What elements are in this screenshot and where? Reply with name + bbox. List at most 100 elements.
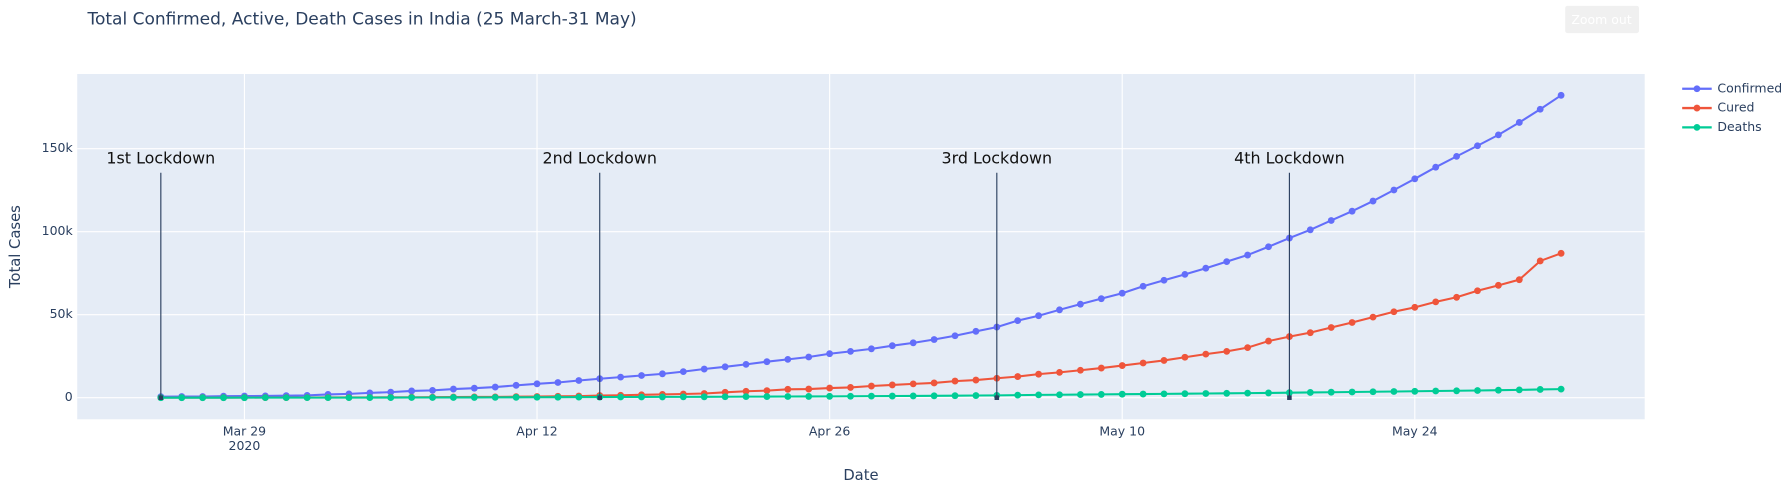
marker xyxy=(1306,389,1314,396)
marker xyxy=(847,347,854,355)
marker xyxy=(1536,386,1544,393)
marker xyxy=(784,393,792,400)
marker xyxy=(1369,388,1377,396)
marker xyxy=(847,384,854,391)
marker xyxy=(784,385,792,393)
marker xyxy=(951,377,959,385)
marker xyxy=(1474,142,1481,150)
marker xyxy=(1244,344,1252,352)
marker xyxy=(1035,312,1043,320)
marker xyxy=(450,385,457,393)
marker xyxy=(638,393,645,401)
marker xyxy=(1348,319,1356,326)
marker xyxy=(1097,391,1105,398)
legend-label: Confirmed xyxy=(1717,80,1781,95)
marker xyxy=(1306,226,1314,234)
zoom-button-label[interactable]: Zoom out xyxy=(1571,12,1632,27)
marker xyxy=(1432,298,1440,306)
marker xyxy=(1056,306,1063,314)
annotation-arrowhead xyxy=(158,395,164,400)
marker xyxy=(679,368,687,376)
marker xyxy=(1432,163,1440,171)
marker xyxy=(1474,287,1481,295)
annotation-label: 4th Lockdown xyxy=(1234,149,1345,168)
marker xyxy=(1181,390,1189,398)
marker xyxy=(1077,391,1084,398)
marker xyxy=(826,350,834,358)
marker xyxy=(679,393,687,401)
marker xyxy=(951,332,959,340)
chart-title: Total Confirmed, Active, Death Cases in … xyxy=(86,9,636,29)
marker xyxy=(491,383,499,391)
marker xyxy=(1118,390,1126,398)
marker xyxy=(1515,119,1523,126)
marker xyxy=(909,339,917,347)
marker xyxy=(868,345,875,353)
marker xyxy=(659,370,666,378)
marker xyxy=(1369,313,1377,321)
marker xyxy=(366,394,374,401)
legend-marker xyxy=(1693,85,1701,93)
marker xyxy=(972,376,980,384)
marker xyxy=(261,394,269,402)
marker xyxy=(1369,197,1377,205)
marker xyxy=(1265,337,1272,345)
marker xyxy=(1390,388,1398,395)
marker xyxy=(575,377,583,384)
legend-marker xyxy=(1693,123,1701,131)
marker xyxy=(1474,387,1481,394)
marker xyxy=(554,379,562,386)
marker xyxy=(1515,276,1523,284)
marker xyxy=(1348,207,1356,215)
marker xyxy=(1160,357,1168,364)
y-tick-label: 150k xyxy=(42,140,74,155)
marker xyxy=(1557,385,1565,393)
marker xyxy=(951,392,959,400)
marker xyxy=(178,394,186,402)
marker xyxy=(1453,387,1461,395)
marker xyxy=(512,381,520,389)
x-tick-label: May 24 xyxy=(1392,423,1438,438)
marker xyxy=(199,394,207,402)
marker xyxy=(909,380,917,388)
annotation-arrowhead xyxy=(1287,395,1292,400)
marker xyxy=(1265,389,1272,397)
marker xyxy=(324,394,332,402)
marker xyxy=(1118,289,1126,297)
annotation-arrowhead xyxy=(994,395,1000,400)
marker xyxy=(554,393,562,401)
marker xyxy=(1139,390,1147,398)
marker xyxy=(888,392,896,400)
marker xyxy=(1014,373,1022,380)
marker xyxy=(826,392,834,400)
marker xyxy=(1202,390,1210,397)
marker xyxy=(972,392,980,399)
marker xyxy=(742,393,750,401)
marker xyxy=(1411,175,1419,183)
marker xyxy=(868,392,875,400)
marker xyxy=(1181,270,1189,278)
marker xyxy=(700,365,708,373)
marker xyxy=(1348,388,1356,396)
marker xyxy=(1494,281,1502,289)
marker xyxy=(826,384,834,392)
marker xyxy=(1014,317,1022,325)
marker xyxy=(1014,391,1022,399)
marker xyxy=(763,387,771,395)
marker xyxy=(617,393,625,401)
zoom-button[interactable] xyxy=(1565,5,1640,34)
marker xyxy=(470,394,478,401)
marker xyxy=(1453,293,1461,301)
marker xyxy=(930,379,938,387)
legend-marker xyxy=(1693,104,1701,112)
plot-area xyxy=(77,73,1645,420)
marker xyxy=(1494,386,1502,394)
marker xyxy=(742,360,750,368)
marker xyxy=(805,385,813,393)
legend-label: Cured xyxy=(1717,100,1754,115)
marker xyxy=(1223,258,1231,266)
y-tick-label: 50k xyxy=(50,306,74,321)
marker xyxy=(575,393,583,401)
marker xyxy=(1202,264,1210,272)
marker xyxy=(805,353,813,361)
